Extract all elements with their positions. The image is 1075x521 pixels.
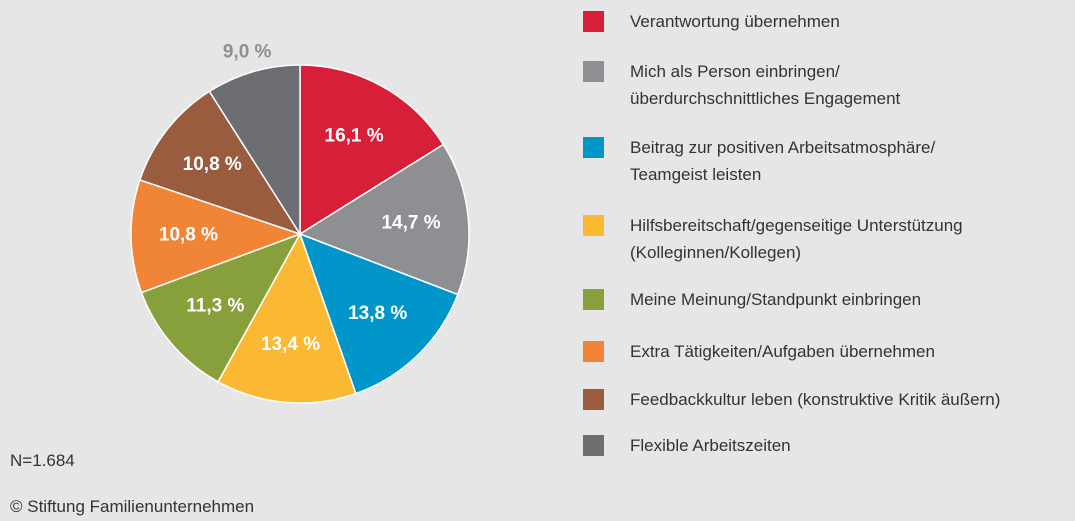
- legend-label: Mich als Person einbringen/ überdurchsch…: [630, 62, 901, 108]
- slice-label: 13,4 %: [261, 334, 320, 355]
- pie-slice: [299, 64, 445, 236]
- legend-swatch: [583, 215, 604, 236]
- legend-label: Verantwortung übernehmen: [630, 12, 840, 31]
- legend-label: Beitrag zur positiven Arbeitsatmosphäre/…: [630, 138, 936, 184]
- slice-label: 9,0 %: [223, 41, 272, 62]
- pie-slice: [138, 90, 302, 236]
- pie-slice: [217, 232, 357, 404]
- pie-slice: [298, 143, 470, 296]
- legend-swatch: [583, 61, 604, 82]
- legend-label: Meine Meinung/Standpunkt einbringen: [630, 290, 922, 309]
- slice-label: 14,7 %: [381, 212, 440, 233]
- slice-label: 16,1 %: [325, 125, 384, 146]
- legend-swatch: [583, 289, 604, 310]
- legend-label: Feedbackkultur leben (konstruktive Kriti…: [630, 390, 1001, 409]
- slice-label: 10,8 %: [159, 225, 218, 246]
- legend-label: Flexible Arbeitszeiten: [630, 436, 791, 455]
- pie-slice: [208, 64, 301, 237]
- legend-swatch: [583, 341, 604, 362]
- pie-slice: [130, 179, 303, 294]
- legend-label: Hilfsbereitschaft/gegenseitige Unterstüt…: [630, 216, 963, 262]
- pie-slice: [298, 232, 459, 395]
- slice-label: 10,8 %: [183, 154, 242, 175]
- legend-label: Extra Tätigkeiten/Aufgaben übernehmen: [630, 342, 935, 361]
- note: N=1.684: [10, 451, 75, 470]
- legend-swatch: [583, 11, 604, 32]
- legend-swatch: [583, 137, 604, 158]
- legend-swatch: [583, 389, 604, 410]
- pie-chart: 16,1 % 14,7 % 13,8 % 13,4 % 11,3 % 10,8 % 10,8…: [130, 41, 470, 404]
- source: © Stiftung Familienunternehmen: [10, 497, 255, 516]
- legend-swatch: [583, 435, 604, 456]
- slice-label: 11,3 %: [186, 296, 244, 317]
- pie-slice: [140, 232, 302, 383]
- slice-label: 13,8 %: [348, 303, 407, 324]
